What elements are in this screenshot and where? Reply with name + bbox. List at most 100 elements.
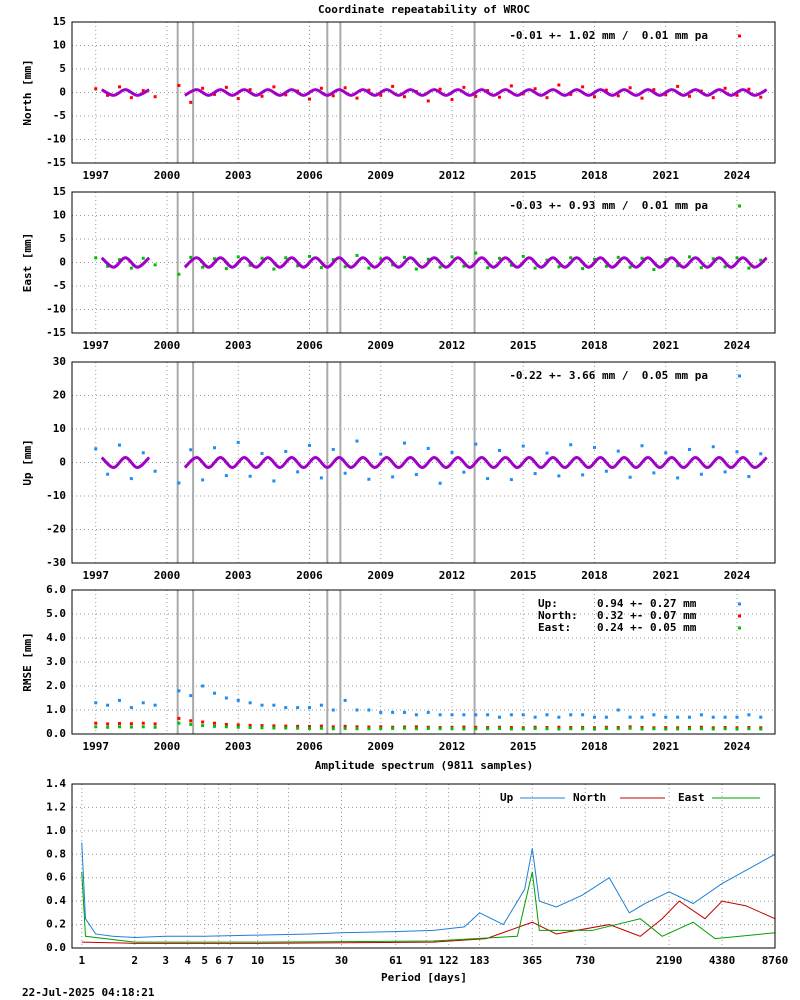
data-point [391, 710, 395, 714]
x-tick-label: 2012 [439, 169, 466, 182]
data-point [509, 713, 513, 717]
legend-stat: 0.94 +- 0.27 mm [597, 597, 697, 610]
data-point [236, 255, 240, 259]
y-tick-label: -10 [46, 133, 66, 146]
data-point [664, 93, 668, 97]
data-point [141, 721, 145, 725]
y-axis-label: East [mm] [21, 233, 34, 293]
data-point [106, 93, 110, 97]
y-tick-label: 5 [59, 232, 66, 245]
data-point [129, 706, 133, 710]
data-point [628, 726, 632, 730]
data-point [616, 727, 620, 731]
data-point [343, 726, 347, 730]
x-tick-label: 5 [201, 954, 208, 967]
data-point [438, 265, 442, 269]
x-tick-label: 2009 [368, 339, 395, 352]
data-point [462, 725, 466, 729]
data-point [355, 725, 359, 729]
data-point [355, 439, 359, 443]
x-tick-label: 30 [335, 954, 348, 967]
legend-label: East [678, 791, 705, 804]
legend-marker [738, 34, 741, 38]
data-point [711, 727, 715, 731]
x-tick-label: 183 [470, 954, 490, 967]
data-point [213, 446, 216, 450]
data-point [236, 97, 240, 101]
data-point [189, 448, 193, 452]
x-tick-label: 2190 [656, 954, 683, 967]
x-axis-label: Period [days] [381, 971, 467, 984]
x-tick-label: 1997 [83, 169, 110, 182]
data-point [296, 264, 300, 268]
x-tick-label: 1997 [83, 339, 110, 352]
data-point [509, 727, 513, 731]
chart-title: Coordinate repeatability of WROC [318, 3, 530, 16]
data-point [711, 257, 715, 261]
data-point [236, 698, 240, 702]
data-point [498, 715, 501, 719]
data-point [248, 726, 252, 730]
plot-frame [71, 589, 776, 735]
data-point [450, 450, 454, 454]
data-point [153, 722, 157, 726]
data-point [272, 726, 276, 730]
data-point [426, 257, 430, 261]
fit-line [100, 455, 151, 470]
data-point [593, 257, 596, 261]
fit-line [183, 455, 768, 470]
data-point [652, 88, 656, 92]
data-point [628, 715, 632, 719]
data-point [355, 727, 359, 731]
data-point [498, 256, 501, 260]
data-point [331, 258, 335, 262]
data-point [581, 727, 585, 731]
data-point [723, 86, 727, 90]
x-tick-label: 7 [227, 954, 234, 967]
data-point [284, 726, 288, 730]
plot-frame [71, 191, 776, 334]
data-point [711, 445, 715, 449]
data-point [640, 256, 644, 260]
data-point [379, 257, 383, 261]
x-tick-label: 1997 [83, 569, 110, 582]
data-point [593, 445, 596, 449]
data-point [224, 725, 228, 729]
data-point [509, 478, 513, 482]
data-point [118, 721, 121, 725]
y-tick-label: 0.0 [46, 941, 66, 954]
data-point [735, 727, 739, 731]
y-tick-label: 1.2 [46, 800, 66, 813]
legend-stat: 0.24 +- 0.05 mm [597, 621, 697, 634]
x-tick-label: 2021 [653, 569, 680, 582]
y-tick-label: 1.4 [46, 777, 66, 790]
data-point [604, 264, 608, 268]
data-point [545, 713, 549, 717]
data-point [213, 724, 216, 728]
data-point [498, 448, 501, 452]
data-point [153, 469, 157, 473]
data-point [189, 255, 193, 259]
legend-label: Up [500, 791, 514, 804]
data-point [118, 443, 121, 447]
data-point [94, 256, 98, 260]
data-point [486, 89, 490, 93]
data-point [557, 474, 561, 478]
data-point [260, 726, 264, 730]
data-point [581, 267, 585, 271]
data-point [379, 726, 383, 730]
data-point [640, 727, 644, 731]
data-point [248, 723, 252, 727]
timestamp: 22-Jul-2025 04:18:21 [22, 986, 155, 999]
y-tick-label: 10 [53, 422, 66, 435]
data-point [688, 447, 691, 451]
y-tick-label: -10 [46, 303, 66, 316]
data-point [177, 83, 181, 87]
plot-frame [71, 783, 776, 949]
x-tick-label: 2012 [439, 740, 466, 753]
data-point [177, 721, 181, 725]
data-point [557, 83, 561, 87]
data-point [759, 715, 763, 719]
data-point [438, 481, 442, 485]
